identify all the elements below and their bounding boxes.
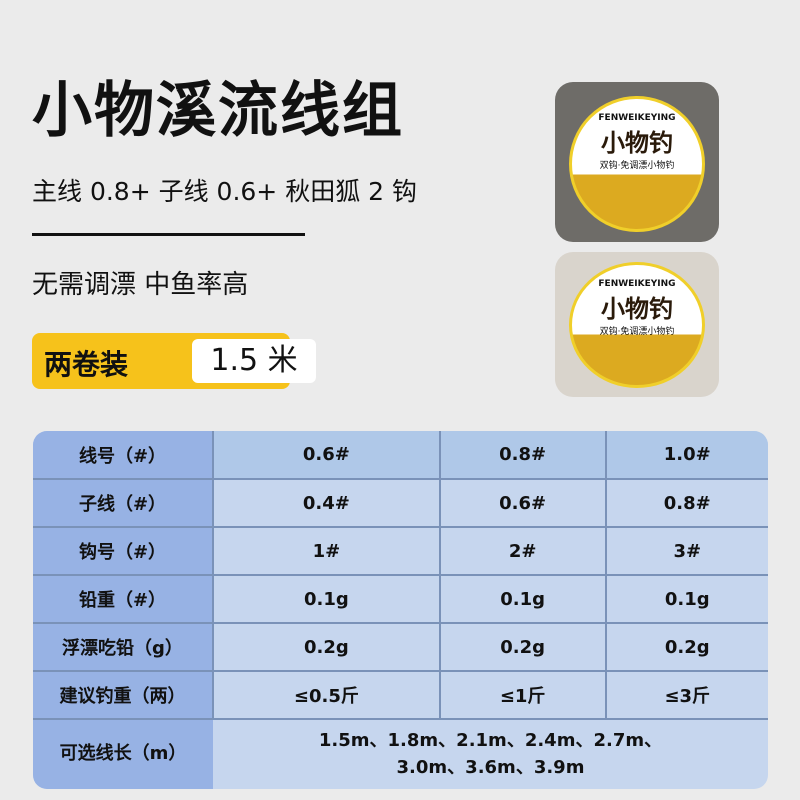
brand-text: FENWEIKEYING	[598, 279, 676, 289]
table-cell: 3#	[604, 527, 768, 576]
table-cell: 0.1g	[438, 575, 606, 624]
row-label: 铅重（#）	[33, 575, 213, 624]
table-row: 钩号（#） 1# 2# 3#	[33, 527, 768, 576]
table-cell: 0.1g	[604, 575, 768, 624]
table-cell: 0.2g	[604, 623, 768, 672]
table-cell: 1#	[212, 527, 440, 576]
table-row: 子线（#） 0.4# 0.6# 0.8#	[33, 479, 768, 528]
table-cell: 2#	[438, 527, 606, 576]
table-cell: ≤1斤	[438, 671, 606, 720]
table-row: 建议钓重（两） ≤0.5斤 ≤1斤 ≤3斤	[33, 671, 768, 720]
spool-label: FENWEIKEYING 小物钓 双钩·免调漂小物钓	[569, 262, 705, 388]
row-label: 线号（#）	[33, 431, 213, 480]
package-badge: 两卷装 1.5 米	[32, 333, 316, 389]
table-cell: ≤0.5斤	[212, 671, 440, 720]
product-tagline: 双钩·免调漂小物钓	[599, 327, 675, 337]
product-name: 小物钓	[601, 295, 673, 323]
row-label: 可选线长（m）	[33, 719, 213, 789]
box-base: FENWEIKEYING 小物钓 双钩·免调漂小物钓	[555, 252, 719, 397]
lengths-cell: 1.5m、1.8m、2.1m、2.4m、2.7m、 3.0m、3.6m、3.9m	[213, 719, 768, 789]
table-row-lengths: 可选线长（m） 1.5m、1.8m、2.1m、2.4m、2.7m、 3.0m、3.6…	[33, 719, 768, 789]
table-row: 铅重（#） 0.1g 0.1g 0.1g	[33, 575, 768, 624]
table-cell: 0.2g	[438, 623, 606, 672]
box-lid: FENWEIKEYING 小物钓 双钩·免调漂小物钓	[555, 82, 719, 242]
product-name: 小物钓	[601, 129, 673, 157]
row-label: 浮漂吃铅（g）	[33, 623, 213, 672]
table-cell: 0.1g	[212, 575, 440, 624]
row-label: 钩号（#）	[33, 527, 213, 576]
table-row: 浮漂吃铅（g） 0.2g 0.2g 0.2g	[33, 623, 768, 672]
row-label: 子线（#）	[33, 479, 213, 528]
features: 无需调漂 中鱼率高	[32, 270, 249, 300]
lengths-line: 3.0m、3.6m、3.9m	[396, 756, 585, 778]
badge-value: 1.5 米	[192, 339, 316, 383]
table-cell: 0.6#	[438, 479, 606, 528]
spool-label: FENWEIKEYING 小物钓 双钩·免调漂小物钓	[569, 96, 705, 232]
table-row: 线号（#） 0.6# 0.8# 1.0#	[33, 431, 768, 480]
table-cell: 0.2g	[212, 623, 440, 672]
product-image: FENWEIKEYING 小物钓 双钩·免调漂小物钓 FENWEIKEYING …	[553, 72, 723, 397]
subtitle: 主线 0.8+ 子线 0.6+ 秋田狐 2 钩	[32, 177, 417, 206]
table-cell: ≤3斤	[604, 671, 768, 720]
divider	[32, 233, 305, 236]
badge-label: 两卷装	[44, 348, 129, 381]
row-label: 建议钓重（两）	[33, 671, 213, 720]
spec-table: 线号（#） 0.6# 0.8# 1.0# 子线（#） 0.4# 0.6# 0.8# 钩号（#） 1…	[33, 431, 768, 789]
page-title: 小物溪流线组	[32, 76, 404, 146]
product-tagline: 双钩·免调漂小物钓	[599, 161, 675, 171]
brand-text: FENWEIKEYING	[598, 113, 676, 123]
lengths-line: 1.5m、1.8m、2.1m、2.4m、2.7m、	[318, 730, 663, 752]
table-cell: 1.0#	[604, 431, 768, 480]
table-cell: 0.8#	[438, 431, 606, 480]
table-cell: 0.6#	[212, 431, 440, 480]
table-cell: 0.8#	[604, 479, 768, 528]
table-cell: 0.4#	[212, 479, 440, 528]
